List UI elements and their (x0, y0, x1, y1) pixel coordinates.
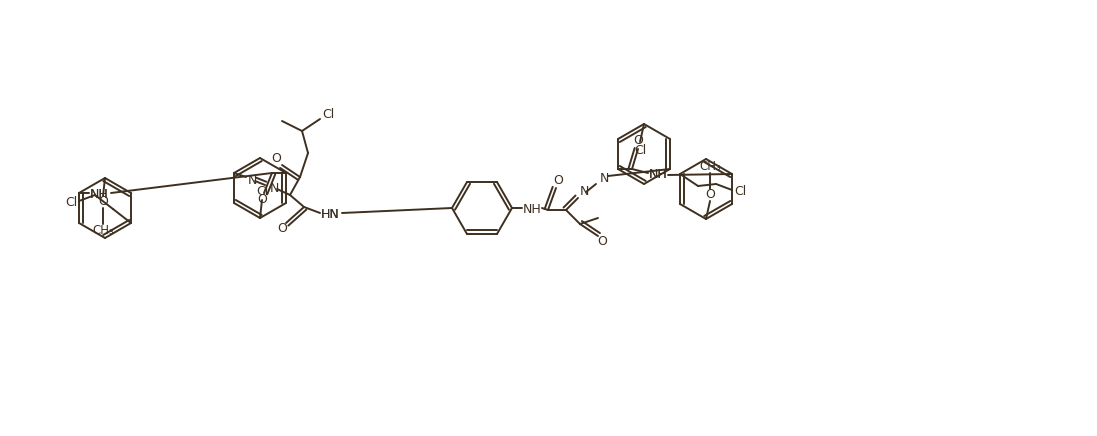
Text: O: O (271, 153, 281, 166)
Text: NH: NH (522, 204, 542, 217)
Text: N: N (247, 174, 257, 187)
Text: O: O (597, 235, 607, 249)
Text: CH₃: CH₃ (92, 225, 114, 238)
Text: NH: NH (90, 188, 109, 201)
Text: Cl: Cl (65, 197, 77, 210)
Text: NH: NH (648, 168, 667, 181)
Text: O: O (98, 195, 108, 208)
Text: O: O (278, 222, 287, 235)
Text: Cl: Cl (734, 185, 746, 198)
Text: NH: NH (90, 188, 109, 201)
Text: Cl: Cl (256, 185, 268, 198)
Text: O: O (553, 174, 563, 187)
Text: HN: HN (320, 208, 339, 221)
Text: O: O (633, 134, 643, 147)
Text: O: O (705, 188, 715, 201)
Text: N: N (579, 185, 589, 198)
Text: N: N (270, 183, 279, 195)
Text: N: N (599, 171, 609, 184)
Text: Cl: Cl (321, 109, 335, 122)
Text: HN: HN (320, 208, 339, 221)
Text: O: O (257, 194, 267, 207)
Text: Cl: Cl (634, 143, 646, 157)
Text: NH: NH (648, 168, 667, 181)
Text: CH₃: CH₃ (699, 160, 721, 173)
